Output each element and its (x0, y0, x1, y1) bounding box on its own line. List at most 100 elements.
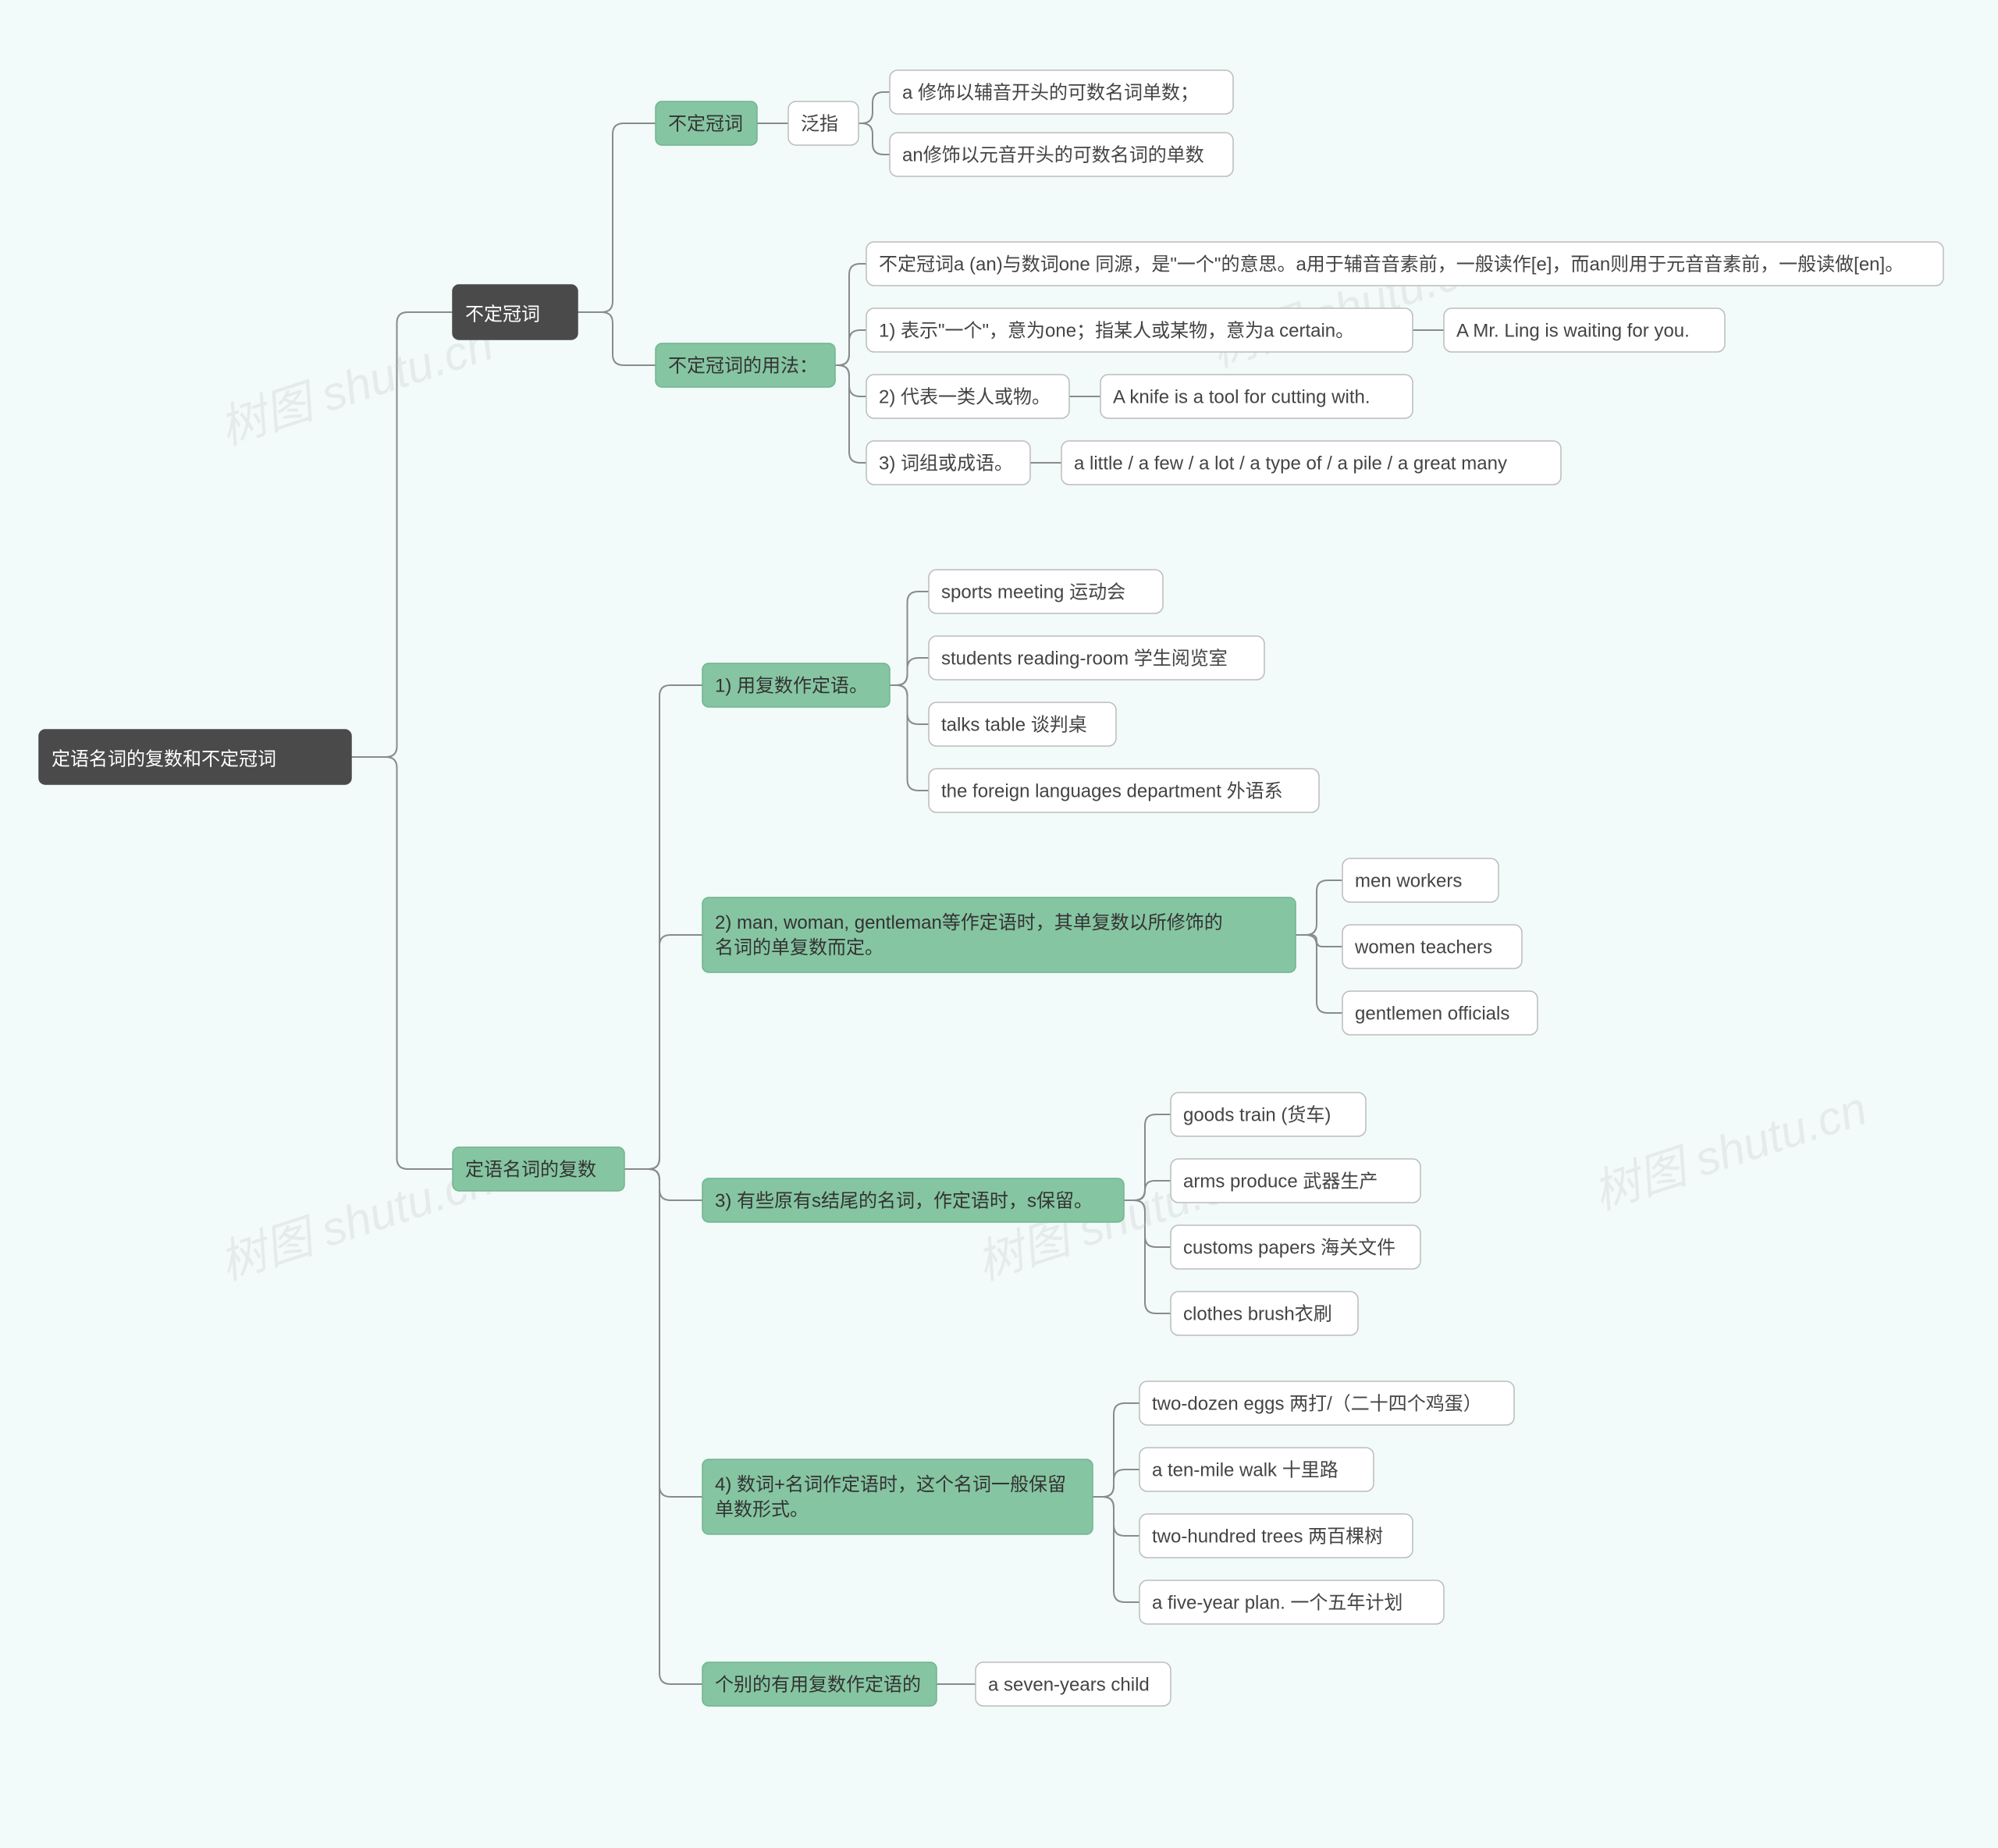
node: 个别的有用复数作定语的 (702, 1662, 937, 1706)
node-label: 不定冠词 (668, 113, 743, 134)
node: clothes brush衣刷 (1171, 1292, 1358, 1335)
node: 1) 表示"一个"，意为one；指某人或某物，意为a certain。 (866, 308, 1413, 352)
connector (1093, 1497, 1139, 1536)
connector (578, 123, 656, 312)
node: arms produce 武器生产 (1171, 1159, 1420, 1203)
connector (624, 1169, 702, 1684)
connector (835, 365, 866, 396)
connector (859, 123, 890, 155)
connector (890, 685, 929, 724)
connector (835, 264, 866, 365)
node-label: a seven-years child (988, 1674, 1150, 1695)
node: 定语名词的复数 (453, 1147, 624, 1191)
node: sports meeting 运动会 (929, 570, 1163, 613)
node: 2) 代表一类人或物。 (866, 375, 1069, 418)
node-label: women teachers (1354, 936, 1492, 958)
node-label: 1) 表示"一个"，意为one；指某人或某物，意为a certain。 (879, 320, 1354, 341)
node: a 修饰以辅音开头的可数名词单数； (890, 70, 1233, 114)
nodes-layer: 定语名词的复数和不定冠词不定冠词不定冠词泛指a 修饰以辅音开头的可数名词单数；a… (39, 70, 1943, 1706)
node-label: 3) 词组或成语。 (879, 453, 1013, 474)
node: students reading-room 学生阅览室 (929, 636, 1264, 680)
node: the foreign languages department 外语系 (929, 769, 1319, 812)
connector (578, 312, 656, 365)
node: a ten-mile walk 十里路 (1139, 1448, 1374, 1491)
connector (624, 1169, 702, 1497)
node-label: men workers (1355, 870, 1462, 891)
node: A Mr. Ling is waiting for you. (1444, 308, 1725, 352)
node: 不定冠词 (656, 101, 757, 145)
node: customs papers 海关文件 (1171, 1225, 1420, 1269)
connector (1093, 1470, 1139, 1497)
node-label: goods train (货车) (1183, 1104, 1331, 1125)
node-label: the foreign languages department 外语系 (941, 780, 1283, 801)
watermark: 树图 shutu.cn (1587, 1082, 1872, 1219)
node-box (702, 1459, 1093, 1534)
connector (1093, 1497, 1139, 1602)
node: goods train (货车) (1171, 1093, 1366, 1136)
node-label: A Mr. Ling is waiting for you. (1456, 320, 1690, 341)
node: 3) 有些原有s结尾的名词，作定语时，s保留。 (702, 1178, 1124, 1222)
connector (890, 685, 929, 791)
node: two-hundred trees 两百棵树 (1139, 1514, 1413, 1558)
node-label: 定语名词的复数 (465, 1159, 596, 1180)
node-box (702, 897, 1296, 972)
node: an修饰以元音开头的可数名词的单数 (890, 133, 1233, 176)
node-label: 1) 用复数作定语。 (715, 675, 868, 696)
node-label: two-dozen eggs 两打/（二十四个鸡蛋） (1152, 1393, 1482, 1414)
node: 泛指 (788, 101, 859, 145)
node: 定语名词的复数和不定冠词 (39, 730, 351, 784)
node-label: 3) 有些原有s结尾的名词，作定语时，s保留。 (715, 1190, 1093, 1211)
node-label: 泛指 (801, 113, 838, 134)
node: 不定冠词的用法： (656, 343, 835, 387)
node-label: 4) 数词+名词作定语时，这个名词一般保留 (715, 1474, 1066, 1495)
node-label: two-hundred trees 两百棵树 (1152, 1526, 1383, 1547)
node-label: 2) 代表一类人或物。 (879, 386, 1051, 407)
node-label: 定语名词的复数和不定冠词 (52, 749, 276, 770)
node: a five-year plan. 一个五年计划 (1139, 1580, 1444, 1624)
node-label: students reading-room 学生阅览室 (941, 648, 1228, 669)
node: two-dozen eggs 两打/（二十四个鸡蛋） (1139, 1381, 1514, 1425)
connector (624, 935, 702, 1169)
node-label: a ten-mile walk 十里路 (1152, 1459, 1339, 1480)
node-label: customs papers 海关文件 (1183, 1237, 1395, 1258)
node: a little / a few / a lot / a type of / a… (1061, 441, 1561, 485)
connector (835, 365, 866, 463)
node: 不定冠词 (453, 285, 578, 339)
connector (1093, 1403, 1139, 1497)
node: 不定冠词a (an)与数词one 同源，是"一个"的意思。a用于辅音音素前，一般… (866, 242, 1943, 286)
node: gentlemen officials (1342, 991, 1538, 1035)
connector (351, 757, 453, 1169)
node-label: sports meeting 运动会 (941, 581, 1125, 602)
node: 3) 词组或成语。 (866, 441, 1030, 485)
node-label: 不定冠词a (an)与数词one 同源，是"一个"的意思。a用于辅音音素前，一般… (879, 254, 1904, 275)
node-label: 单数形式。 (715, 1499, 809, 1520)
node-label: 名词的单复数而定。 (715, 937, 883, 958)
connector (624, 1169, 702, 1200)
node-label: gentlemen officials (1355, 1003, 1509, 1024)
connector (835, 330, 866, 365)
node-label: 不定冠词 (465, 304, 540, 325)
node-label: clothes brush衣刷 (1183, 1303, 1332, 1324)
node-label: 不定冠词的用法： (668, 355, 818, 376)
connector (859, 92, 890, 123)
node: a seven-years child (976, 1662, 1171, 1706)
connector (624, 685, 702, 1169)
node-label: talks table 谈判桌 (941, 714, 1087, 735)
connector (1296, 880, 1342, 935)
node: talks table 谈判桌 (929, 702, 1116, 746)
node-label: a little / a few / a lot / a type of / a… (1074, 453, 1507, 474)
connector (1296, 935, 1342, 947)
node-label: a five-year plan. 一个五年计划 (1152, 1592, 1403, 1613)
connector (890, 592, 929, 685)
node: 1) 用复数作定语。 (702, 663, 890, 707)
node-label: 个别的有用复数作定语的 (715, 1674, 921, 1695)
node: A knife is a tool for cutting with. (1100, 375, 1413, 418)
node-label: an修饰以元音开头的可数名词的单数 (902, 144, 1204, 165)
node: men workers (1342, 858, 1498, 902)
node-label: a 修饰以辅音开头的可数名词单数； (902, 82, 1199, 103)
node: 4) 数词+名词作定语时，这个名词一般保留单数形式。 (702, 1459, 1093, 1534)
connector (890, 658, 929, 685)
node-label: A knife is a tool for cutting with. (1113, 386, 1371, 407)
node-label: arms produce 武器生产 (1183, 1171, 1378, 1192)
node-label: 2) man, woman, gentleman等作定语时，其单复数以所修饰的 (715, 912, 1223, 933)
